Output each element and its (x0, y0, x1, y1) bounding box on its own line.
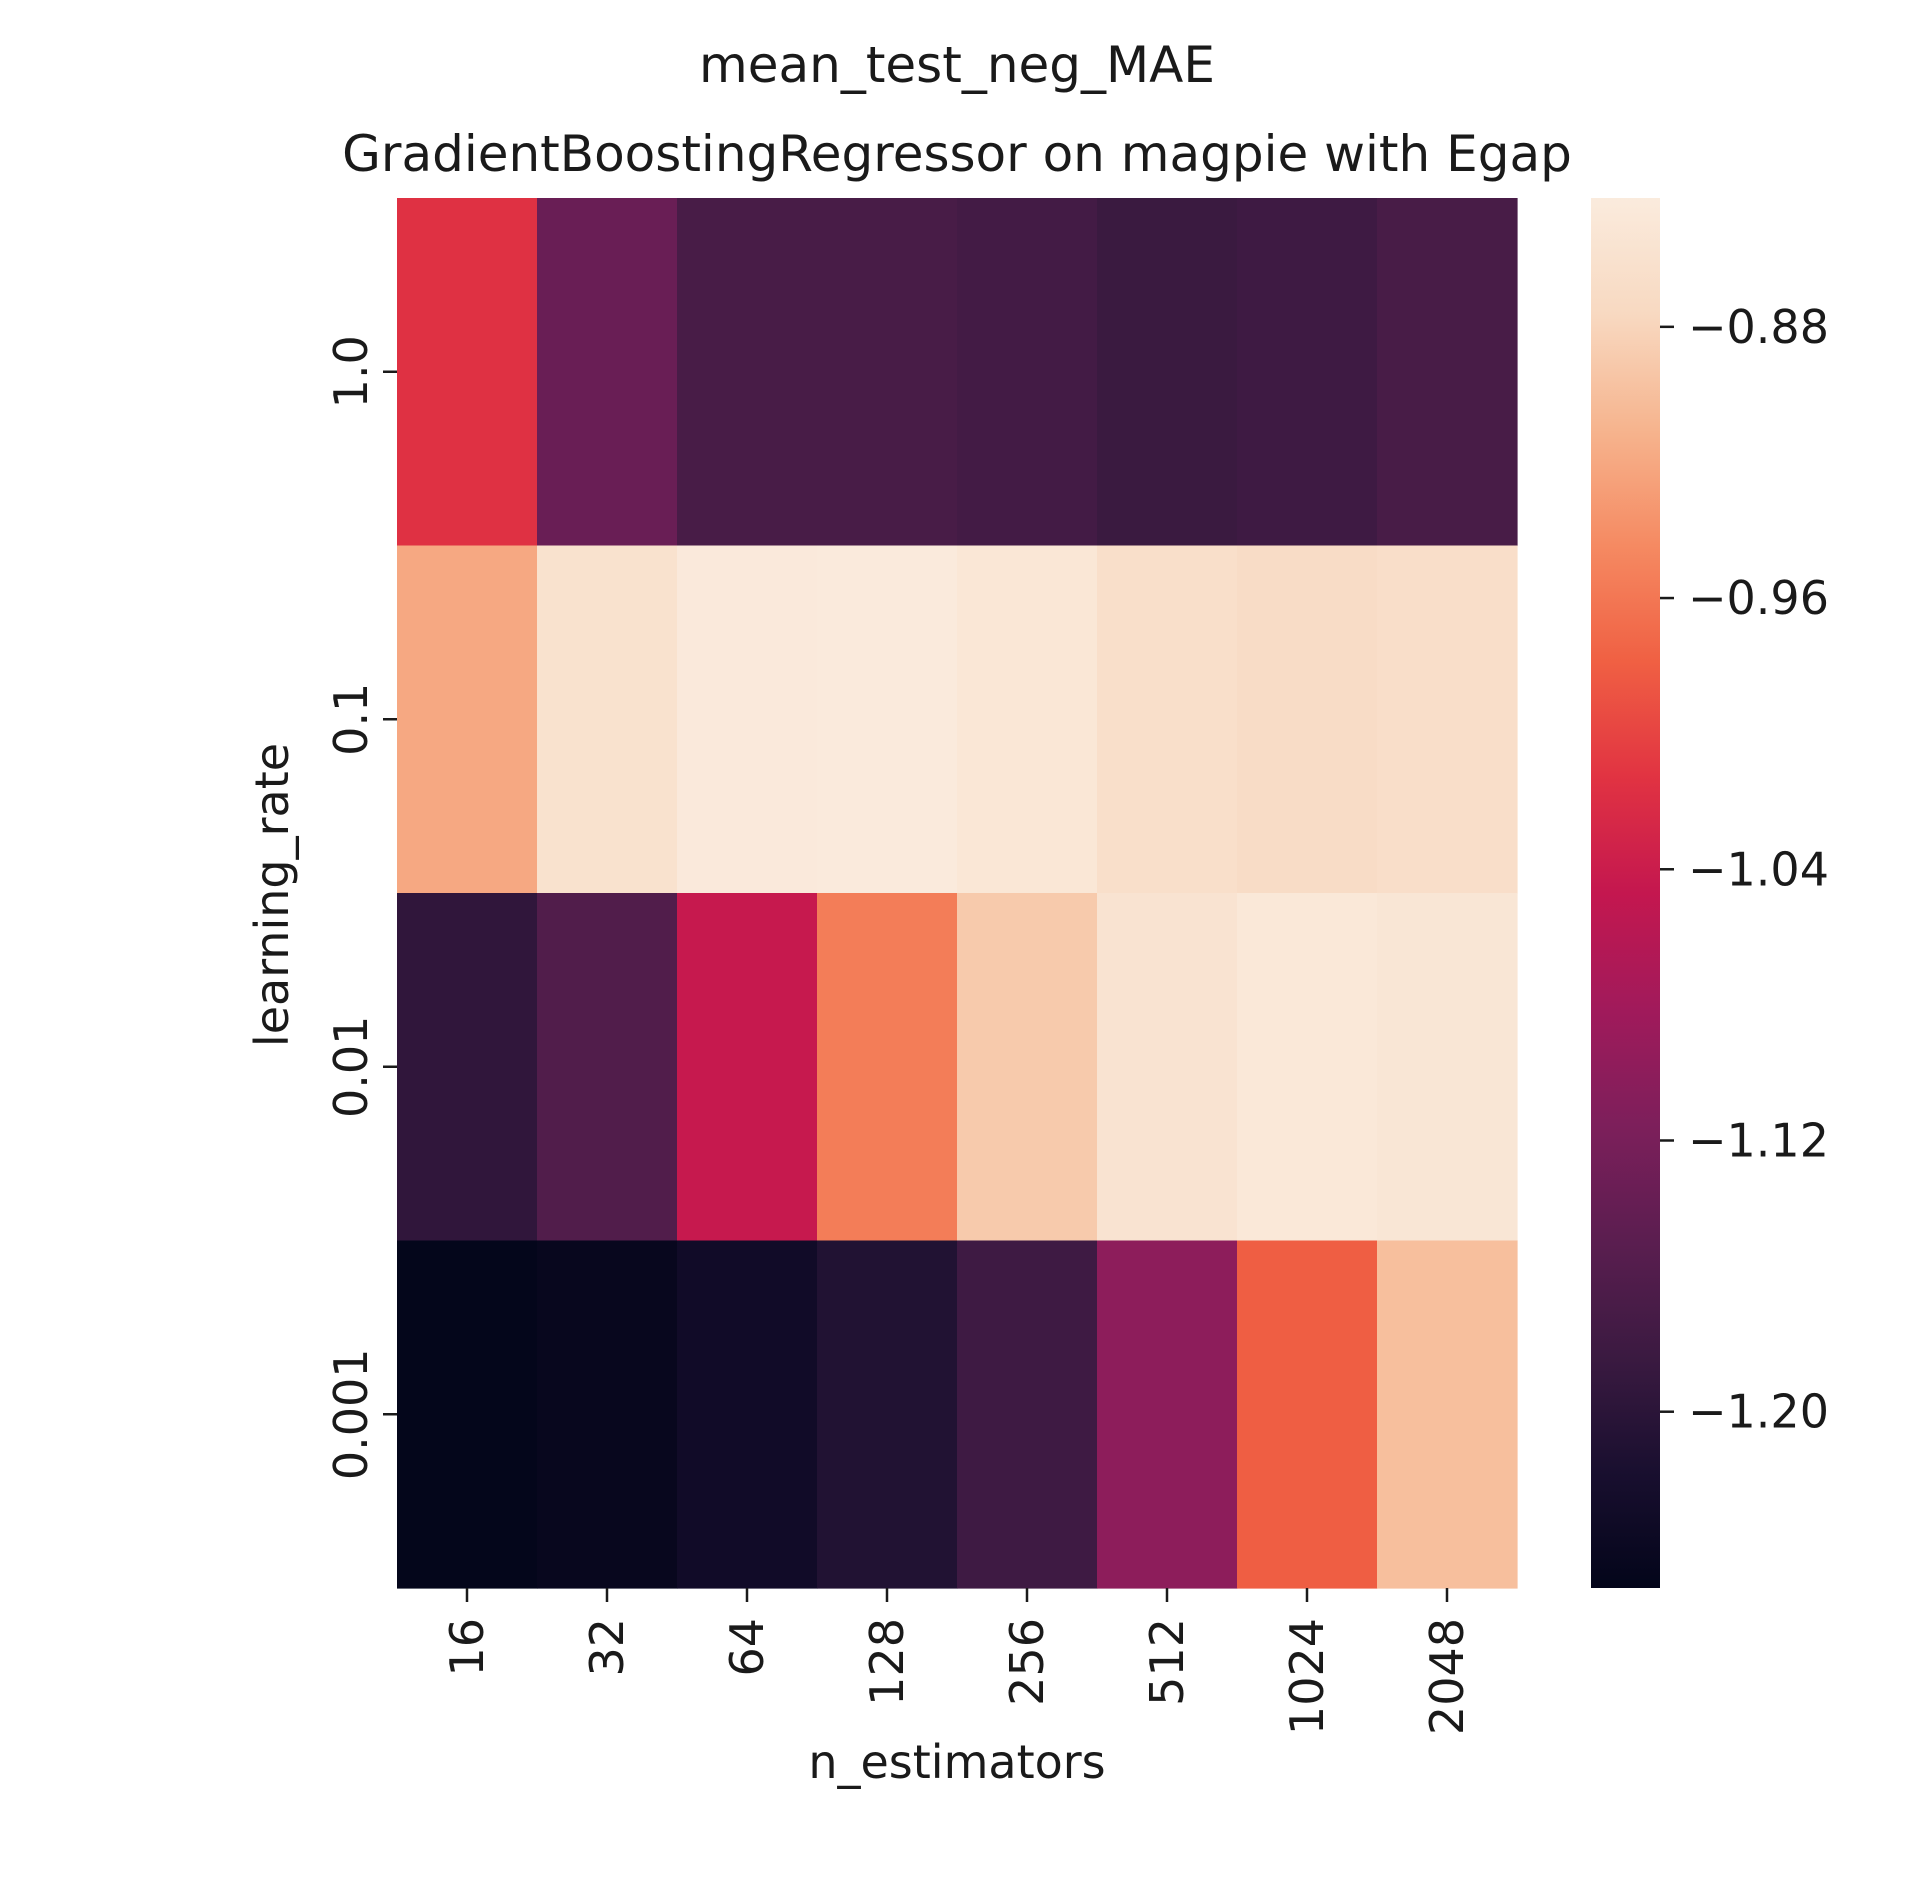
heatmap-cell (957, 893, 1098, 1242)
x-axis-ticks: 16 32 64 128 256 512 1024 2048 (440, 1588, 1474, 1735)
heatmap-cell (397, 1240, 538, 1589)
heatmap-cells (397, 198, 1518, 1589)
y-tick-label: 0.01 (324, 1016, 378, 1118)
heatmap-cell (677, 1240, 818, 1589)
heatmap-cell (957, 545, 1098, 894)
y-tick-label: 0.001 (324, 1348, 378, 1480)
chart-title-line2: GradientBoostingRegressor on magpie with… (342, 125, 1572, 183)
heatmap-cell (677, 198, 818, 547)
x-tick-label: 512 (1140, 1618, 1194, 1706)
heatmap-cell (817, 1240, 958, 1589)
heatmap-cell (677, 893, 818, 1242)
x-tick-label: 64 (720, 1618, 774, 1677)
heatmap-cell (1377, 545, 1518, 894)
x-tick-label: 1024 (1280, 1618, 1334, 1735)
heatmap-cell (537, 545, 678, 894)
heatmap-cell (677, 545, 818, 894)
chart-title-line1: mean_test_neg_MAE (699, 36, 1215, 94)
heatmap-cell (397, 198, 538, 547)
heatmap-cell (817, 545, 958, 894)
colorbar-ticks: −0.88 −0.96 −1.04 −1.12 −1.20 (1660, 300, 1829, 1439)
x-tick-label: 2048 (1420, 1618, 1474, 1735)
x-tick-label: 128 (860, 1618, 914, 1706)
colorbar-tick-label: −1.20 (1688, 1385, 1829, 1439)
heatmap-cell (1237, 198, 1378, 547)
heatmap-cell (957, 1240, 1098, 1589)
heatmap-cell (537, 198, 678, 547)
x-tick-label: 256 (1000, 1618, 1054, 1706)
heatmap-cell (1237, 1240, 1378, 1589)
heatmap-cell (1097, 198, 1238, 547)
y-tick-label: 0.1 (324, 683, 378, 756)
heatmap-cell (1097, 893, 1238, 1242)
heatmap-cell (537, 1240, 678, 1589)
heatmap-cell (817, 893, 958, 1242)
heatmap-cell (1377, 893, 1518, 1242)
heatmap-cell (1377, 1240, 1518, 1589)
y-axis-ticks: 1.0 0.1 0.01 0.001 (324, 335, 397, 1480)
y-axis-label: learning_rate (245, 743, 299, 1047)
heatmap-cell (1097, 1240, 1238, 1589)
heatmap-cell (1237, 545, 1378, 894)
y-tick-label: 1.0 (324, 335, 378, 408)
x-axis-label: n_estimators (808, 1735, 1105, 1789)
heatmap-cell (817, 198, 958, 547)
heatmap-cell (1237, 893, 1378, 1242)
heatmap-cell (957, 198, 1098, 547)
colorbar-tick-label: −1.04 (1688, 842, 1829, 896)
heatmap-cell (1377, 198, 1518, 547)
x-tick-label: 32 (580, 1618, 634, 1677)
colorbar-tick-label: −0.88 (1688, 300, 1829, 354)
heatmap-cell (537, 893, 678, 1242)
heatmap-cell (1097, 545, 1238, 894)
heatmap-cell (397, 545, 538, 894)
colorbar-tick-label: −0.96 (1688, 571, 1829, 625)
colorbar-tick-label: −1.12 (1688, 1113, 1829, 1167)
heatmap-cell (397, 893, 538, 1242)
colorbar (1591, 198, 1660, 1588)
x-tick-label: 16 (440, 1618, 494, 1677)
